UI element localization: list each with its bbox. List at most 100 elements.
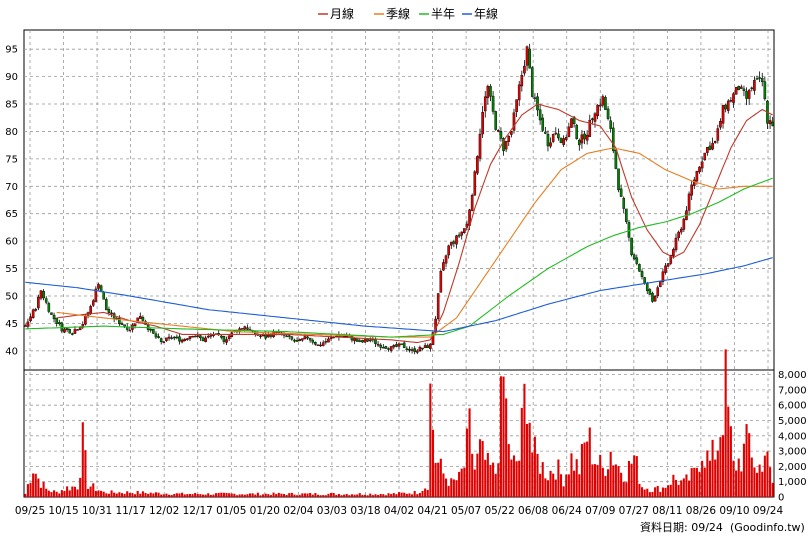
volume-bar xyxy=(434,462,437,497)
price-tick-label: 65 xyxy=(5,209,18,220)
candle-up xyxy=(327,338,330,343)
volume-bar xyxy=(173,493,176,497)
candle-down xyxy=(536,96,539,111)
volume-bar xyxy=(361,494,364,497)
candle-down xyxy=(379,344,383,348)
volume-bar xyxy=(243,494,246,497)
candle-down xyxy=(651,292,654,302)
candle-up xyxy=(564,137,568,140)
candle-up xyxy=(698,166,701,173)
candle-down xyxy=(290,336,294,340)
candle-down xyxy=(154,333,158,338)
candle-down xyxy=(152,328,155,334)
candle-down xyxy=(71,333,74,335)
volume-bar xyxy=(353,494,356,497)
volume-bar xyxy=(183,494,186,497)
candle-down xyxy=(287,335,291,337)
legend-label: 季線 xyxy=(386,6,410,21)
candle-up xyxy=(512,112,516,131)
volume-bar xyxy=(411,494,414,497)
volume-bar xyxy=(693,467,696,497)
volume-bar xyxy=(350,494,354,497)
candle-down xyxy=(60,322,64,332)
volume-tick-label: 3,000 xyxy=(778,447,807,458)
candle-down xyxy=(107,309,111,313)
volume-bar xyxy=(763,455,766,497)
volume-bar xyxy=(382,494,385,497)
volume-bar xyxy=(625,482,628,497)
candle-down xyxy=(413,348,416,353)
data-date-label: 資料日期: 09/24 xyxy=(640,520,723,534)
volume-bar xyxy=(319,495,322,497)
candle-down xyxy=(408,348,411,351)
volume-bar xyxy=(123,493,126,497)
candle-up xyxy=(78,327,82,331)
candle-up xyxy=(418,346,422,352)
date-tick-label: 01/20 xyxy=(250,505,280,517)
date-tick-label: 06/08 xyxy=(518,505,548,517)
volume-bar xyxy=(94,490,97,497)
candle-up xyxy=(110,312,113,315)
candle-up xyxy=(91,300,95,306)
candle-up xyxy=(183,338,187,341)
price-tick-label: 90 xyxy=(5,72,18,83)
volume-bar xyxy=(643,489,646,497)
volume-bar xyxy=(526,423,529,497)
volume-bar xyxy=(285,494,288,497)
volume-bar xyxy=(403,492,406,497)
volume-bar xyxy=(599,454,602,497)
price-tick-label: 60 xyxy=(5,237,18,248)
candle-up xyxy=(666,263,670,267)
volume-bar xyxy=(609,451,612,497)
volume-bar xyxy=(26,484,29,497)
candle-up xyxy=(486,85,490,99)
volume-bar xyxy=(256,492,259,497)
volume-bar xyxy=(674,479,678,497)
volume-bar xyxy=(39,487,43,497)
volume-bar xyxy=(481,440,484,497)
volume-bar xyxy=(559,474,563,497)
volume-bar xyxy=(149,492,152,497)
volume-bar xyxy=(497,463,500,497)
volume-bar xyxy=(384,495,387,497)
volume-bar xyxy=(424,488,427,497)
candle-up xyxy=(580,134,584,144)
volume-bar xyxy=(721,435,725,497)
candle-down xyxy=(118,317,121,325)
volume-bar xyxy=(711,439,714,497)
candle-down xyxy=(742,88,746,91)
volume-bar xyxy=(322,495,325,497)
volume-bar xyxy=(742,443,745,497)
candle-down xyxy=(645,283,649,291)
volume-bar xyxy=(484,459,487,497)
volume-bar xyxy=(220,492,223,497)
volume-bar xyxy=(134,494,137,497)
candle-up xyxy=(389,346,393,351)
candle-down xyxy=(557,133,560,139)
volume-bar xyxy=(225,492,228,497)
volume-bar xyxy=(178,493,181,497)
candle-down xyxy=(149,329,153,331)
candle-down xyxy=(452,241,456,244)
volume-bar xyxy=(298,494,301,497)
volume-bar xyxy=(570,453,573,497)
candle-up xyxy=(191,336,194,338)
volume-bar xyxy=(727,406,730,497)
candle-up xyxy=(656,287,660,297)
ma-month-line xyxy=(56,103,773,344)
volume-bar xyxy=(154,492,158,497)
candle-down xyxy=(763,81,767,100)
date-tick-label: 08/11 xyxy=(652,505,682,517)
volume-bar xyxy=(531,452,534,497)
candle-down xyxy=(382,346,385,349)
candle-up xyxy=(562,138,565,145)
volume-bar xyxy=(528,422,531,497)
candle-up xyxy=(768,120,772,125)
volume-bar xyxy=(343,494,346,497)
candle-up xyxy=(740,86,743,89)
candle-up xyxy=(225,339,228,343)
candle-down xyxy=(591,118,594,120)
volume-bar xyxy=(86,488,90,497)
candle-down xyxy=(285,335,288,338)
candle-up xyxy=(747,89,751,99)
